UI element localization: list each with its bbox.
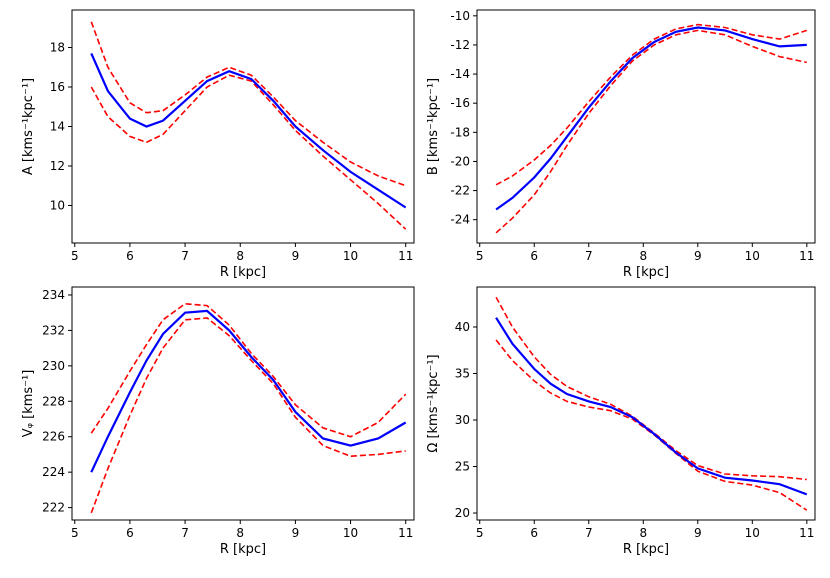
x-tick-label: 5 [71,249,79,263]
y-tick-label: 25 [455,460,470,474]
curve [495,296,807,481]
x-tick-label: 6 [126,249,134,263]
x-tick-label: 11 [398,249,413,263]
x-tick-label: 11 [398,526,413,540]
y-tick-label: 40 [455,320,470,334]
curve [495,317,808,496]
x-tick-label: 9 [292,249,300,263]
y-tick-label: 226 [42,430,65,444]
x-tick-label: 8 [639,526,647,540]
curve [90,309,407,473]
x-axis-label: R [kpc] [220,265,266,280]
curve [495,29,807,234]
y-tick-label: 35 [455,367,470,381]
y-tick-label: -16 [450,96,470,110]
y-tick-label: -24 [450,213,470,227]
panel: 5 6 7 8 9 10 11 -24 -22 -20 -18 -16 -14 -12 -10 R [kpc]… [426,9,816,280]
axes-frame [476,286,816,521]
curve [90,74,407,230]
y-axis-label: Ω [kms⁻¹kpc⁻¹] [426,354,441,452]
panel: 5 6 7 8 9 10 11 10 12 14 16 18 R [kpc] A [kms⁻¹kpc⁻¹] [21,9,415,280]
panel: 5 6 7 8 9 10 11 20 25 30 35 40 R [kpc] Ω [kms⁻¹kpc⁻¹] [426,286,816,557]
y-tick-label: 14 [50,120,65,134]
y-tick-label: 30 [455,413,470,427]
x-tick-label: 8 [236,526,244,540]
y-tick-label: 12 [50,159,65,173]
curve [495,26,807,211]
x-tick-label: 7 [181,249,189,263]
x-tick-label: 10 [745,526,760,540]
curve [90,52,407,209]
y-tick-label: -10 [450,9,470,23]
y-axis-label: Vᵩ [kms⁻¹] [21,370,36,438]
x-tick-label: 10 [343,249,358,263]
axes-frame [476,9,816,244]
y-tick-label: 222 [42,501,65,515]
y-tick-label: 18 [50,41,65,55]
x-tick-label: 7 [585,526,593,540]
axes-frame [71,9,415,244]
y-tick-label: -12 [450,38,470,52]
y-axis-label: A [kms⁻¹kpc⁻¹] [21,78,36,175]
x-tick-label: 6 [530,249,538,263]
x-tick-label: 8 [236,249,244,263]
x-tick-label: 8 [639,249,647,263]
x-tick-label: 6 [530,526,538,540]
x-tick-label: 5 [476,526,484,540]
y-tick-label: -14 [450,67,470,81]
y-tick-label: 234 [42,288,65,302]
x-axis-label: R [kpc] [220,542,266,557]
x-axis-label: R [kpc] [623,265,669,280]
curve [495,339,808,511]
x-tick-label: 9 [292,526,300,540]
x-tick-label: 7 [585,249,593,263]
y-tick-label: 232 [42,323,65,337]
axes-frame [71,286,415,521]
y-tick-label: -22 [450,184,470,198]
curve [90,21,406,187]
x-tick-label: 10 [343,526,358,540]
x-tick-label: 7 [181,526,189,540]
curve [495,23,808,186]
x-tick-label: 11 [799,249,814,263]
y-tick-label: 224 [42,465,65,479]
y-tick-label: -18 [450,125,470,139]
x-tick-label: 5 [476,249,484,263]
x-tick-label: 6 [126,526,134,540]
x-axis-label: R [kpc] [623,542,669,557]
y-tick-label: 10 [50,198,65,212]
x-tick-label: 10 [745,249,760,263]
x-tick-label: 11 [799,526,814,540]
y-tick-label: 228 [42,394,65,408]
x-tick-label: 9 [694,249,702,263]
x-tick-label: 5 [71,526,79,540]
y-tick-label: -20 [450,154,470,168]
y-tick-label: 230 [42,359,65,373]
y-tick-label: 20 [455,506,470,520]
x-tick-label: 9 [694,526,702,540]
y-axis-label: B [kms⁻¹kpc⁻¹] [426,78,441,175]
curve [90,302,407,438]
curve [90,317,406,514]
y-tick-label: 16 [50,80,65,94]
panel: 5 6 7 8 9 10 11 222 224 226 228 230 232 234 R [kpc] Vᵩ … [21,286,415,557]
